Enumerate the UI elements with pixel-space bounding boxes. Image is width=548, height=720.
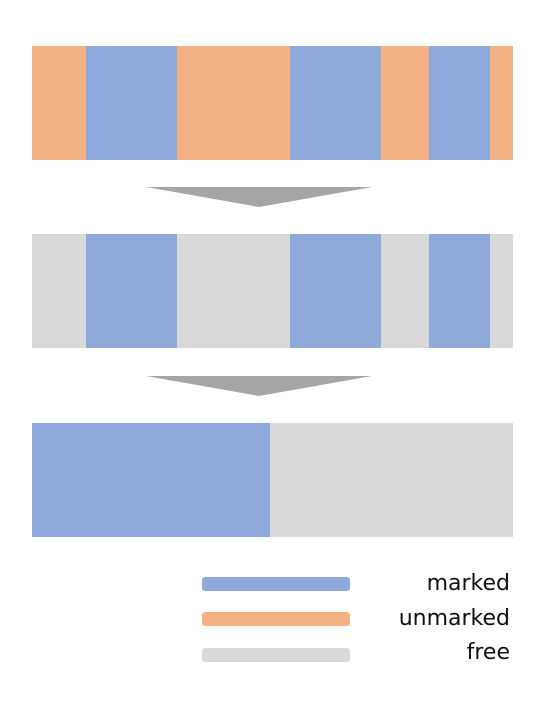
down-arrow-icon [146, 187, 372, 207]
marked-block [290, 46, 381, 160]
unmarked-block [32, 46, 86, 160]
legend-marked-swatch [202, 577, 350, 591]
marked-block [32, 423, 270, 537]
unmarked-block [177, 46, 290, 160]
free-block [32, 234, 86, 348]
down-arrow-icon [146, 376, 372, 396]
memory-bar-before-sweep [32, 46, 513, 160]
legend-free-label: free [466, 640, 510, 665]
marked-block [290, 234, 381, 348]
legend-free-swatch [202, 648, 350, 662]
unmarked-block [381, 46, 429, 160]
legend-unmarked-label: unmarked [398, 606, 510, 631]
memory-bar-after-compaction [32, 423, 513, 537]
free-block [490, 234, 513, 348]
marked-block [429, 46, 490, 160]
memory-bar-after-sweep [32, 234, 513, 348]
legend-unmarked-swatch [202, 612, 350, 626]
free-block [177, 234, 290, 348]
marked-block [429, 234, 490, 348]
marked-block [86, 234, 177, 348]
legend-marked-label: marked [426, 571, 510, 596]
free-block [381, 234, 429, 348]
free-block [270, 423, 513, 537]
unmarked-block [490, 46, 513, 160]
marked-block [86, 46, 177, 160]
